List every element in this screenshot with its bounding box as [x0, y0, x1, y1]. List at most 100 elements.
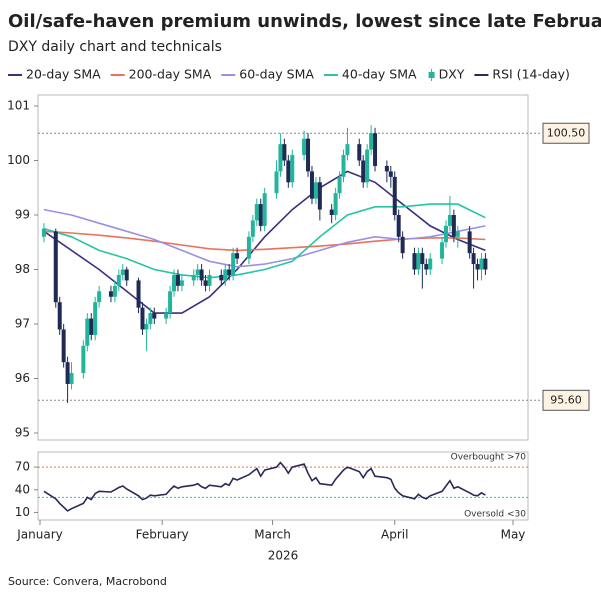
candle-body [306, 138, 311, 172]
candle-body [57, 302, 62, 330]
candle-body [392, 176, 397, 215]
candle-body [475, 264, 480, 270]
candle-body [471, 253, 476, 265]
candle-body [286, 160, 291, 183]
candle-body [451, 215, 456, 237]
threshold-label: Overbought >70 [451, 453, 527, 463]
candle-body [440, 242, 445, 259]
candle-body [274, 171, 279, 194]
level-box [542, 122, 590, 144]
candle-body [345, 144, 350, 156]
rsi-y-tick-label: 40 [15, 482, 30, 496]
sma-line [43, 208, 486, 268]
level-box [542, 389, 590, 411]
sma-line [43, 203, 486, 279]
candle-body [388, 171, 393, 177]
candle-body [140, 307, 145, 330]
candle-body [447, 215, 452, 226]
candle-body [116, 274, 121, 286]
x-tick-label: February [136, 528, 189, 542]
candle-body [282, 144, 287, 161]
candle-body [179, 280, 184, 286]
candle-body [168, 291, 173, 314]
y-tick-label: 98 [15, 262, 30, 276]
y-tick-label: 96 [15, 371, 30, 385]
candle-body [148, 313, 153, 324]
candle-body [231, 253, 236, 275]
chart-title: Oil/safe-haven premium unwinds, lowest s… [8, 11, 601, 32]
candle-body [152, 313, 157, 319]
candle-body [365, 149, 370, 183]
y-tick-label: 101 [7, 99, 30, 113]
candle-body [420, 253, 425, 265]
rsi-y-tick-label: 70 [15, 460, 30, 474]
candle-body [124, 269, 129, 281]
candle-body [428, 258, 433, 270]
legend-label: DXY [439, 67, 465, 82]
candle-body [223, 269, 228, 281]
candle-body [250, 220, 255, 237]
y-tick-label: 100 [7, 153, 30, 167]
y-tick-label: 97 [15, 317, 30, 331]
candle-body [61, 329, 66, 363]
candle-body [254, 204, 259, 221]
candle-body [412, 253, 417, 270]
candle-body [203, 280, 208, 286]
legend-icon [428, 72, 435, 78]
candle-body [416, 253, 421, 270]
candle-body [278, 144, 283, 172]
candle-body [195, 269, 200, 275]
candle-body [337, 176, 342, 194]
candle-body [246, 236, 251, 259]
y-tick-label: 99 [15, 208, 30, 222]
price-frame [37, 94, 529, 441]
candle-body [333, 193, 338, 215]
y-tick-label: 95 [15, 426, 30, 440]
candle-body [483, 258, 488, 270]
candle-body [262, 193, 267, 226]
candle-body [396, 215, 401, 237]
candle-body [227, 269, 232, 275]
candle-body [313, 182, 318, 199]
candle-body [258, 204, 263, 226]
candle-body [120, 269, 125, 275]
candle-body [373, 133, 378, 166]
candle-body [53, 231, 58, 303]
candle-body [207, 274, 212, 286]
sma-line [43, 230, 486, 252]
candle-body [164, 313, 169, 319]
legend-label: 40-day SMA [342, 67, 417, 82]
candle-body [302, 138, 307, 156]
legend-label: 200-day SMA [129, 67, 212, 82]
candle-body [97, 291, 102, 303]
legend-label: RSI (14-day) [492, 67, 569, 82]
candle-body [175, 274, 180, 286]
candle-body [89, 318, 94, 335]
source: Source: Convera, Macrobond [8, 575, 167, 588]
x-tick-label: April [381, 528, 408, 542]
candle-body [112, 285, 117, 297]
candle-body [41, 228, 46, 237]
candle-body [199, 269, 204, 281]
threshold-label: Oversold <30 [464, 510, 526, 520]
candle-body [93, 302, 98, 335]
candle-body [384, 165, 389, 172]
candle-body [65, 362, 70, 384]
level-label: 95.60 [550, 393, 582, 406]
candle-body [479, 258, 484, 270]
legend-label: 60-day SMA [239, 67, 314, 82]
candle-body [309, 171, 314, 199]
candle-body [219, 274, 224, 281]
candle-body [369, 133, 374, 150]
candle-body [172, 274, 177, 292]
candle-body [455, 231, 460, 237]
candle-body [191, 274, 196, 281]
candle-body [136, 280, 141, 308]
candle-body [443, 225, 448, 243]
x-tick-label: May [501, 528, 526, 542]
candle-body [108, 291, 113, 297]
candle-body [290, 155, 295, 183]
level-label: 100.50 [547, 126, 586, 139]
candle-body [144, 324, 149, 330]
